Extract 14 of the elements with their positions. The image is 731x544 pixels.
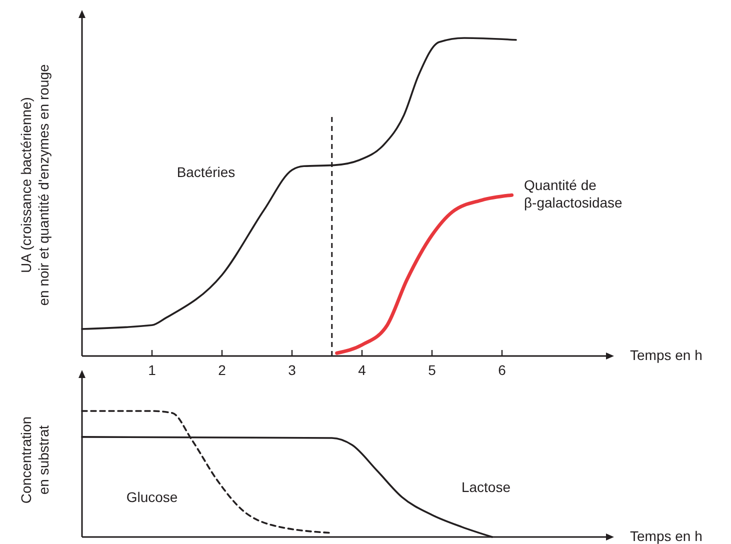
text: Lactose (461, 479, 511, 495)
x-tick-label: 6 (498, 362, 506, 378)
x-tick-label: 4 (358, 362, 366, 378)
series-label: Quantité de β-galactosidase (524, 177, 623, 210)
x-tick-label: 1 (148, 362, 156, 378)
x-tick-label: 5 (428, 362, 436, 378)
text: Bactéries (176, 164, 236, 180)
x-axis-title: Temps en h (630, 347, 702, 363)
y-axis-title: UA (croissance bactérienne) en noir et quantité d'enzymes en rouge (18, 64, 52, 306)
x-tick-label: 3 (288, 362, 296, 378)
text: Glucose (126, 489, 178, 505)
x-axis-title: Temps en h (630, 528, 702, 544)
y-axis-title: Concentration en substrat (18, 416, 52, 504)
x-tick-label: 2 (218, 362, 226, 378)
